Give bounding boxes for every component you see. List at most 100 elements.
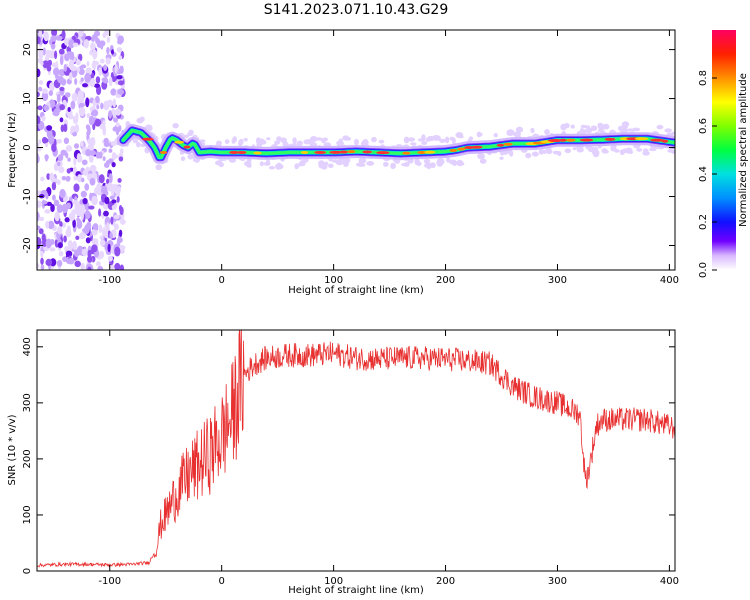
spectrogram-noise-blob	[118, 55, 123, 61]
spectrogram-noise-blob	[107, 186, 114, 192]
spectrogram-noise-blob	[80, 262, 85, 270]
spectrogram-noise-blob	[92, 223, 99, 231]
colorbar-tick-label: 0.6	[698, 118, 709, 134]
spectrogram-noise-blob	[37, 200, 43, 208]
spectrogram-noise-blob	[109, 173, 113, 184]
spectrogram-halo-blob	[296, 140, 303, 147]
spectrogram-noise-blob	[79, 232, 86, 240]
spectrogram-halo-blob	[231, 138, 236, 144]
spectrogram-noise-blob	[73, 143, 80, 149]
spectrogram-halo-blob	[172, 123, 179, 129]
spectrogram-ytick-label: -10	[22, 188, 33, 204]
spectrogram-noise-blob	[119, 264, 125, 270]
spectrogram-noise-blob	[92, 34, 98, 40]
spectrogram-halo-blob	[187, 153, 194, 160]
spectrogram-halo-blob	[530, 127, 535, 134]
spectrogram-halo-blob	[545, 148, 553, 155]
spectrogram-noise-blob	[46, 125, 53, 131]
spectrogram-noise-blob	[49, 82, 54, 90]
spectrogram-noise-blob	[37, 236, 42, 246]
spectrogram-noise-blob	[59, 55, 64, 66]
spectrogram-noise-blob	[53, 178, 59, 183]
spectrogram-noise-blob	[52, 194, 56, 201]
spectrogram-halo-blob	[353, 138, 359, 146]
spectrogram-hotspot	[579, 138, 594, 142]
spectrogram-halo-blob	[187, 132, 193, 137]
spectrogram-noise-blob	[114, 108, 122, 116]
spectrogram-noise-blob	[96, 183, 102, 191]
spectrogram-ylabel: Frequency (Hz)	[7, 112, 18, 188]
spectrogram-halo-blob	[303, 139, 311, 145]
spectrogram-halo-blob	[291, 142, 297, 147]
spectrogram-noise-blob	[86, 60, 90, 67]
spectrogram-noise-blob	[91, 195, 98, 206]
spectrogram-noise-blob	[74, 202, 81, 213]
spectrogram-hotspot	[417, 150, 427, 154]
spectrogram-noise-blob	[40, 176, 45, 182]
spectrogram-noise-blob	[43, 31, 49, 42]
spectrogram-noise-blob	[40, 257, 44, 265]
spectrogram-noise-blob	[95, 261, 101, 267]
spectrogram-halo-blob	[603, 149, 609, 154]
spectrogram-noise-blob	[116, 75, 123, 80]
spectrogram-noise-blob	[45, 258, 53, 267]
spectrogram-noise-blob	[78, 102, 85, 108]
spectrogram-noise-blob	[108, 148, 113, 153]
spectrogram-halo-blob	[476, 131, 482, 138]
spectrogram-noise-blob	[77, 174, 83, 183]
spectrogram-noise-blob	[76, 66, 81, 73]
spectrogram-halo-blob	[626, 128, 635, 132]
spectrogram-noise-blob	[40, 61, 44, 66]
spectrogram-halo-blob	[561, 125, 567, 130]
spectrogram-noise-blob	[100, 42, 104, 50]
spectrogram-noise-blob	[92, 49, 98, 60]
spectrogram-halo-blob	[585, 127, 593, 134]
spectrogram-halo-blob	[257, 138, 265, 142]
spectrogram-noise-blob	[117, 185, 121, 194]
snr-frame	[36, 329, 676, 572]
spectrogram-noise-blob	[85, 237, 91, 244]
spectrogram-halo-blob	[590, 125, 598, 131]
spectrogram-noise-blob	[64, 53, 70, 62]
spectrogram-noise-blob	[44, 209, 51, 214]
spectrogram-halo-blob	[451, 137, 456, 144]
spectrogram-halo-blob	[602, 123, 610, 130]
spectrogram-noise-blob	[64, 92, 71, 98]
spectrogram-hotspot	[229, 150, 239, 154]
spectrogram-noise-blob	[50, 35, 57, 42]
spectrogram-noise-blob	[43, 138, 49, 143]
spectrogram-noise-blob	[65, 145, 73, 152]
spectrogram-noise-blob	[59, 188, 66, 199]
spectrogram-noise-blob	[111, 161, 116, 168]
spectrogram-noise-blob	[88, 115, 95, 126]
spectrogram-halo-blob	[344, 136, 352, 141]
spectrogram-noise-blob	[99, 235, 104, 240]
spectrogram-noise-blob	[37, 115, 41, 125]
spectrogram-halo-blob	[421, 141, 428, 146]
snr-series-line	[37, 330, 675, 568]
spectrogram-noise-blob	[73, 175, 78, 181]
spectrogram-halo-blob	[427, 135, 435, 142]
spectrogram-noise-blob	[51, 182, 57, 191]
spectrogram-hotspot	[496, 143, 505, 147]
spectrogram-noise-blob	[88, 205, 95, 210]
spectrogram-noise-blob	[75, 59, 81, 66]
spectrogram-hotspot	[457, 147, 466, 151]
spectrogram-noise-blob	[106, 178, 110, 185]
snr-xtick-label: 200	[436, 576, 455, 587]
spectrogram-noise-blob	[61, 203, 69, 214]
spectrogram-noise-blob	[59, 117, 64, 123]
figure-title: S141.2023.071.10.43.G29	[264, 2, 449, 18]
colorbar-tick-label: 0.0	[698, 262, 709, 278]
spectrogram-halo-blob	[378, 139, 385, 144]
snr-ytick-label: 300	[22, 393, 33, 412]
spectrogram-noise-blob	[85, 166, 90, 174]
spectrogram-noise-blob	[98, 208, 102, 217]
spectrogram-noise-blob	[52, 110, 60, 117]
snr-xtick-label: 300	[548, 576, 567, 587]
spectrogram-noise-blob	[63, 137, 70, 145]
spectrogram-hotspot	[183, 145, 191, 149]
spectrogram-noise-blob	[89, 77, 96, 88]
spectrogram-noise-blob	[42, 60, 50, 69]
spectrogram-hotspot	[314, 150, 327, 154]
